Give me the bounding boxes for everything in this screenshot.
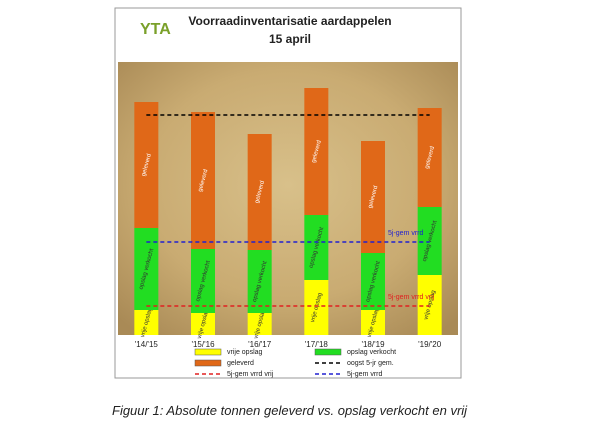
bar-segment — [191, 313, 215, 335]
figure-caption: Figuur 1: Absolute tonnen geleverd vs. o… — [112, 403, 468, 418]
reference-line-label: 5j-gem vrrd — [388, 230, 424, 237]
bar-segment — [417, 108, 442, 207]
legend-swatch — [194, 359, 222, 367]
bar-segment — [247, 134, 272, 250]
legend-label: 5j-gem vrrd — [347, 371, 383, 378]
bar-segment-label: geleverd — [424, 146, 436, 170]
legend-label: oogst 5-jr gem. — [347, 360, 394, 367]
x-tick-label: '19/'20 — [418, 340, 442, 349]
legend-label: geleverd — [227, 360, 254, 367]
bar-segment — [191, 112, 215, 249]
x-tick-label: '17/'18 — [305, 340, 329, 349]
bar-segment-label: geleverd — [141, 153, 153, 177]
x-tick-label: '15/'16 — [191, 340, 215, 349]
legend-label: 5j-gem vrrd vrij — [227, 371, 274, 378]
bar-segment — [247, 250, 272, 313]
legend-label: vrije opslag — [227, 349, 263, 356]
bar-segment — [134, 310, 159, 335]
bar-segment — [417, 207, 442, 275]
bar-segment-label: geleverd — [254, 180, 266, 204]
plot-background — [118, 62, 458, 335]
x-tick-label: '16/'17 — [248, 340, 272, 349]
chart-title: Voorraadinventarisatie aardappelen — [188, 14, 391, 28]
legend-label: opslag verkocht — [347, 349, 396, 356]
x-tick-label: '14/'15 — [135, 340, 159, 349]
bar-segment — [134, 102, 159, 228]
legend-swatch — [194, 348, 222, 356]
bar-segment — [304, 215, 329, 280]
bar-segment-label: geleverd — [198, 169, 210, 193]
chart-subtitle: 15 april — [269, 32, 311, 46]
x-tick-label: '18/'19 — [361, 340, 385, 349]
legend-swatch — [314, 348, 342, 356]
bar-segment-label: geleverd — [311, 140, 323, 164]
bar-segment — [417, 275, 442, 335]
reference-line-label: 5j-gem vrrd vrij — [388, 294, 435, 301]
bar-segment — [304, 88, 329, 215]
bar-segment — [361, 310, 385, 335]
bar-segment — [247, 313, 272, 335]
bar-segment — [191, 249, 215, 313]
bar-segment-label: geleverd — [368, 185, 380, 209]
bar-segment — [361, 141, 385, 253]
bar-segment — [361, 253, 385, 310]
bar-segment — [304, 280, 329, 335]
logo: YTA — [140, 21, 171, 38]
